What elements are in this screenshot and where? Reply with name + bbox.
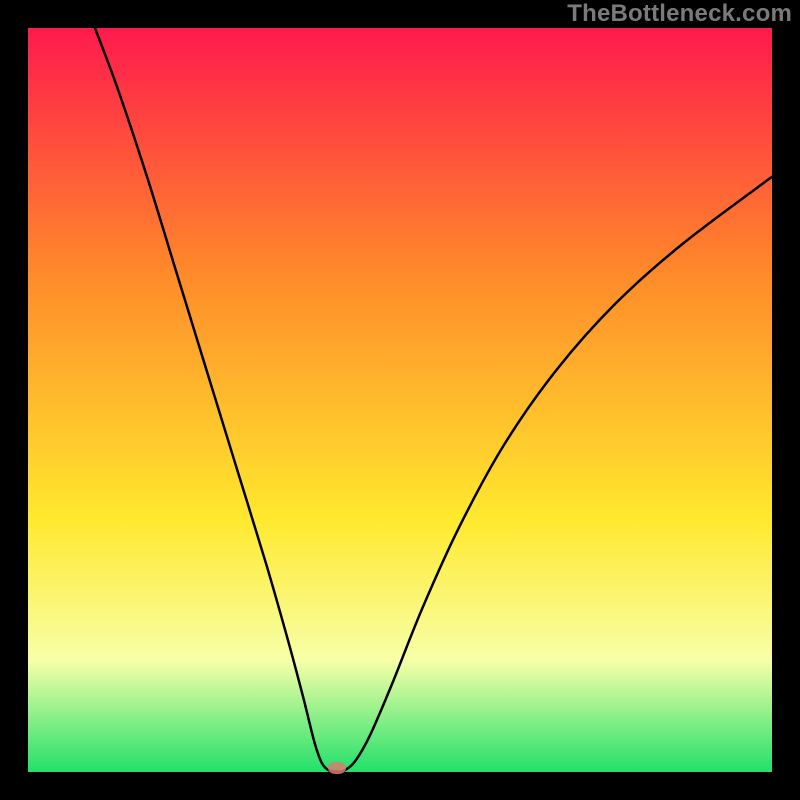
- chart-frame: TheBottleneck.com: [0, 0, 800, 800]
- plot-area: [28, 28, 772, 772]
- watermark-text: TheBottleneck.com: [567, 0, 792, 28]
- bottleneck-curve: [28, 28, 772, 772]
- minimum-marker: [328, 762, 346, 774]
